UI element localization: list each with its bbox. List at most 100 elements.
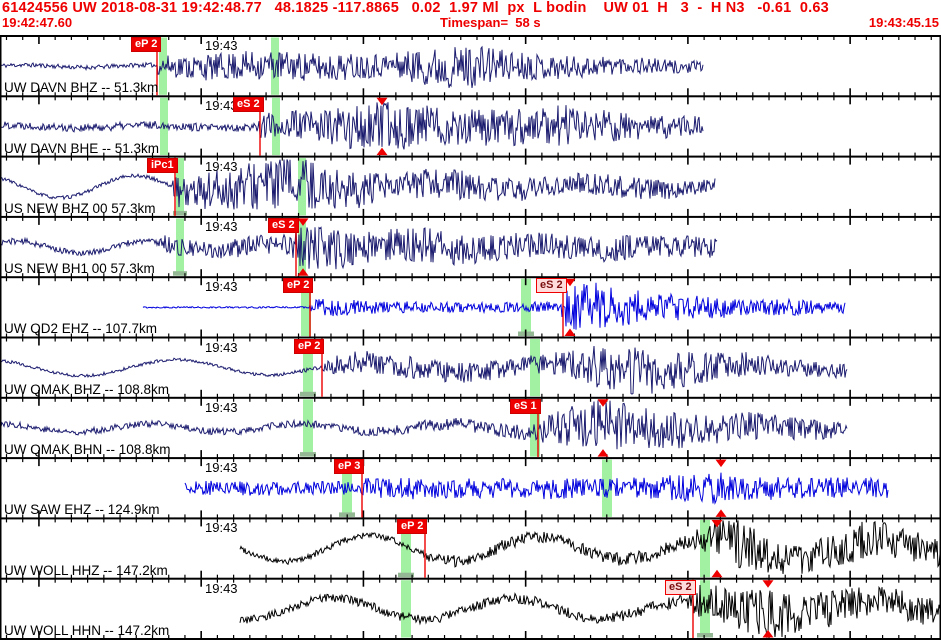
event-header: 61424556 UW 2018-08-31 19:42:48.77 48.18… <box>2 0 829 16</box>
window-start-time: 19:42:47.60 <box>2 15 73 30</box>
station-channel-label: UW DAVN BHE -- 51.3km <box>4 140 160 156</box>
arrival-band-base <box>300 391 316 397</box>
pick-flag[interactable]: eS 2 <box>268 217 299 233</box>
amplitude-marker-bottom <box>597 449 609 457</box>
amplitude-marker-top <box>715 459 727 468</box>
pick-flag[interactable]: eP 2 <box>283 278 314 294</box>
pick-flag[interactable]: eP 3 <box>334 459 365 475</box>
panel-divider <box>0 577 941 580</box>
panel-divider <box>0 517 941 520</box>
trace-panel-7[interactable]: 19:43 UW QMAK BHN -- 108.8km eS 1 <box>0 398 941 458</box>
theoretical-arrival-band <box>530 399 540 457</box>
minute-label: 19:43 <box>205 399 238 415</box>
panel-divider <box>0 457 941 460</box>
minute-label: 19:43 <box>205 218 238 234</box>
amplitude-marker-bottom <box>762 630 774 638</box>
theoretical-arrival-band <box>530 339 540 397</box>
amplitude-marker-top <box>711 519 723 528</box>
amplitude-marker-bottom <box>376 147 388 156</box>
trace-panel-5[interactable]: 19:43 UW QD2 EHZ -- 107.7km eP 2 eS 2 <box>0 277 941 337</box>
timespan-label: Timespan= 58 s <box>440 15 541 30</box>
waveform-trace[interactable] <box>239 520 941 574</box>
trace-panel-10[interactable]: 19:43 UW WOLL HHN -- 147.2km eS 2 <box>0 579 941 639</box>
theoretical-arrival-band <box>298 158 306 216</box>
waveform-trace[interactable] <box>184 472 889 505</box>
waveform-trace[interactable] <box>0 159 716 210</box>
pick-flag[interactable]: eS 2 <box>233 97 264 113</box>
panel-divider <box>0 155 941 158</box>
minute-label: 19:43 <box>205 38 238 53</box>
waveform-trace[interactable] <box>239 584 941 639</box>
amplitude-marker-top <box>762 580 774 588</box>
pick-flag[interactable]: eS 2 <box>665 579 696 595</box>
station-channel-label: UW WOLL HHZ -- 147.2km <box>4 562 168 578</box>
waveform-trace[interactable] <box>0 226 718 270</box>
panel-divider <box>0 95 941 98</box>
amplitude-marker-top <box>597 399 609 407</box>
pick-flag[interactable]: eP 2 <box>294 338 325 354</box>
waveform-trace[interactable] <box>0 45 704 88</box>
trace-panel-2[interactable]: 19:43 UW DAVN BHE -- 51.3km eS 2 <box>0 96 941 156</box>
minute-label: 19:43 <box>205 339 238 355</box>
station-channel-label: UW DAVN BHZ -- 51.3km <box>4 80 159 96</box>
amplitude-marker-bottom <box>297 268 309 276</box>
trace-panel-9[interactable]: 19:43 UW WOLL HHZ -- 147.2km eP 2 <box>0 518 941 578</box>
station-channel-label: UW QMAK BHN -- 108.8km <box>4 442 171 458</box>
panel-divider <box>0 396 941 399</box>
minute-label: 19:43 <box>205 98 238 114</box>
station-channel-label: UW SAW EHZ -- 124.9km <box>4 502 160 518</box>
theoretical-arrival-band <box>271 37 279 95</box>
station-channel-label: US NEW BHZ 00 57.3km <box>4 200 156 216</box>
trace-panel-4[interactable]: 19:43 US NEW BH1 00 57.3km eS 2 <box>0 217 941 277</box>
panel-divider <box>0 638 941 640</box>
minute-label: 19:43 <box>205 460 238 476</box>
theoretical-arrival-band <box>401 580 411 638</box>
station-channel-label: UW WOLL HHN -- 147.2km <box>4 622 170 638</box>
pick-flag[interactable]: eP 2 <box>397 519 428 535</box>
panel-divider <box>0 276 941 279</box>
theoretical-arrival-band <box>303 399 313 457</box>
panel-divider <box>0 336 941 339</box>
window-end-time: 19:43:45.15 <box>868 15 939 30</box>
arrival-band-base <box>173 271 187 276</box>
amplitude-marker-top <box>564 278 576 287</box>
frame-border-right <box>939 36 941 639</box>
amplitude-marker-bottom <box>711 569 723 578</box>
minute-label: 19:43 <box>205 520 238 536</box>
arrival-band-base <box>398 572 414 578</box>
amplitude-marker-top <box>297 218 309 226</box>
minute-label: 19:43 <box>205 279 238 295</box>
station-channel-label: UW QD2 EHZ -- 107.7km <box>4 321 158 337</box>
station-channel-label: US NEW BH1 00 57.3km <box>4 261 155 277</box>
waveform-trace[interactable] <box>0 400 848 450</box>
arrival-band-base <box>173 210 187 216</box>
theoretical-arrival-band <box>176 218 184 276</box>
panel-divider <box>0 215 941 218</box>
theoretical-arrival-band <box>401 519 411 578</box>
pick-flag[interactable]: eS 1 <box>510 398 541 414</box>
pick-flag[interactable]: eS 2 <box>536 278 567 294</box>
theoretical-arrival-band <box>303 339 313 397</box>
arrival-band-base <box>697 633 713 638</box>
arrival-band-base <box>300 452 316 457</box>
station-channel-label: UW QMAK BHZ -- 108.8km <box>4 381 170 397</box>
panel-divider <box>0 35 941 37</box>
trace-panel-8[interactable]: 19:43 UW SAW EHZ -- 124.9km eP 3 <box>0 458 941 518</box>
trace-panel-1[interactable]: 19:43 UW DAVN BHZ -- 51.3km eP 2 <box>0 36 941 96</box>
theoretical-arrival-band <box>602 459 612 517</box>
minute-label: 19:43 <box>205 580 238 596</box>
time-axis-header: 19:42:47.60 Timespan= 58 s 19:43:45.15 <box>0 15 941 30</box>
waveform-trace[interactable] <box>0 345 848 395</box>
pick-flag[interactable]: eP 2 <box>131 37 162 52</box>
trace-panel-6[interactable]: 19:43 UW QMAK BHZ -- 108.8km eP 2 <box>0 338 941 398</box>
waveform-trace[interactable] <box>142 282 846 330</box>
waveform-trace[interactable] <box>0 102 704 150</box>
amplitude-marker-bottom <box>715 509 727 517</box>
frame-border-left <box>0 36 2 639</box>
trace-panel-3[interactable]: 19:43 US NEW BHZ 00 57.3km iPc1 <box>0 157 941 217</box>
amplitude-marker-bottom <box>564 328 576 336</box>
pick-flag[interactable]: iPc1 <box>147 157 178 173</box>
amplitude-marker-top <box>376 97 388 106</box>
